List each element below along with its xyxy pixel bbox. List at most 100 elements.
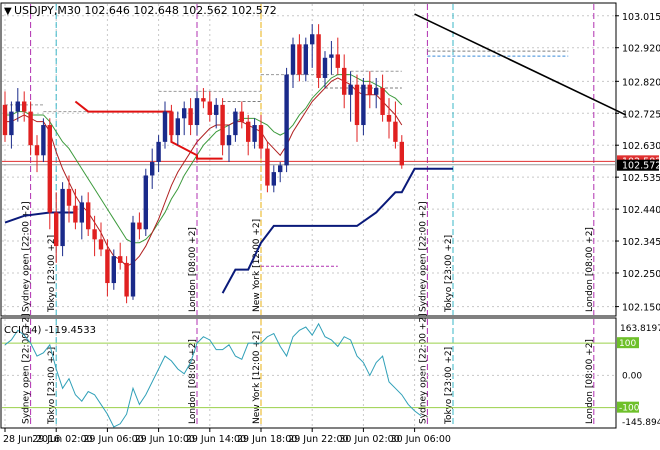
session-label-cci: New York [12:00 +2] (252, 331, 262, 424)
session-label-cci: Tokyo [23:00 +2] (47, 347, 57, 425)
price-axis: 103.015 102.920 102.820 102.725 102.630 102.5… (615, 12, 660, 314)
price-tick-label: 102.250 (622, 269, 660, 280)
candle-body (214, 104, 219, 115)
candle-body (60, 188, 65, 247)
candle-body (393, 121, 398, 142)
time-tick-label: 29 Jun 14:00 (186, 434, 246, 445)
time-tick-label: 29 Jun 06:00 (83, 434, 143, 445)
candle-body (207, 101, 212, 115)
cci-level-label: 0.00 (622, 371, 642, 381)
time-tick-label: 30 Jun 06:00 (391, 434, 451, 445)
candle-body (98, 239, 104, 250)
candle-body (335, 54, 340, 68)
price-tick-label: 102.725 (622, 109, 660, 120)
candle-body (246, 121, 251, 142)
candle-body (258, 125, 264, 149)
price-tick-label: 102.345 (622, 237, 660, 248)
candle-body (130, 222, 136, 297)
candle-body (399, 141, 404, 166)
price-tick-label: 103.015 (622, 12, 660, 23)
time-tick-label: 28 Jun 2016 (3, 434, 60, 445)
slow-ma-line (5, 74, 403, 244)
trendline[interactable] (414, 13, 627, 116)
session-label: Tokyo [23:00 +2] (444, 235, 454, 313)
candle-body (2, 104, 8, 136)
candles (2, 24, 404, 304)
candle-body (41, 125, 46, 156)
candle-body (28, 111, 33, 146)
candle-body (342, 67, 347, 95)
candle-body (124, 262, 129, 297)
candle-body (143, 175, 148, 230)
fast-ma-line (5, 77, 403, 267)
candle-body (92, 229, 97, 240)
session-label-cci: Tokyo [23:00 +2] (444, 347, 454, 425)
cci-level-label: -100 (619, 404, 640, 414)
candle-body (34, 145, 40, 156)
cci-title: CCI(14) -119.4533 (4, 325, 96, 336)
cci-axis-bottom: -145.8941 (622, 418, 660, 428)
candle-body (329, 54, 334, 58)
price-tick-label: 102.920 (622, 44, 660, 55)
session-label-cci: London [08:00 +2] (585, 339, 595, 424)
candle-body (54, 212, 59, 247)
candle-body (367, 84, 372, 95)
candle-body (348, 84, 353, 95)
candle-body (284, 74, 289, 166)
cci-level-badge (617, 337, 639, 349)
session-label: London [08:00 +2] (585, 227, 595, 312)
price-tick-label: 102.440 (622, 205, 660, 216)
candle-body (150, 162, 155, 176)
candle-body (303, 44, 308, 75)
candle-body (310, 34, 315, 45)
price-tick-label: 102.630 (622, 141, 660, 152)
time-tick-label: 29 Jun 10:00 (135, 434, 195, 445)
candle-body (111, 256, 116, 284)
candle-body (361, 84, 366, 126)
candle-body (278, 165, 283, 173)
candle-body (47, 125, 52, 213)
candle-body (156, 141, 161, 163)
candle-body (188, 108, 193, 126)
candle-body (297, 44, 302, 75)
session-label: Sydney open [22:00 +2] (418, 201, 428, 312)
moving-averages (5, 74, 403, 267)
candle-body (265, 148, 270, 186)
navy-stop-line (221, 167, 453, 294)
session-label: New York [12:00 +2] (252, 219, 262, 312)
candle-body (73, 205, 78, 223)
time-tick-label: 29 Jun 18:00 (237, 434, 297, 445)
chart-header: USDJPY,M30 102.646 102.648 102.562 102.5… (14, 4, 277, 17)
current-price-label: 102.572 (622, 161, 660, 172)
candle-body (105, 249, 110, 284)
candle-body (169, 111, 174, 136)
candle-body (194, 98, 200, 126)
session-lines: Sydney open [22:00 +2] Sydney open [22:00… (22, 4, 595, 427)
candle-body (271, 172, 276, 186)
candle-body (380, 88, 385, 115)
session-label: Tokyo [23:00 +2] (47, 235, 57, 313)
session-label-cci: Sydney open [22:00 +2] (22, 313, 32, 424)
session-label-cci: London [08:00 +2] (188, 339, 198, 424)
cci-indicator: 100 0.00 -100 163.8197 -145.8941 (2, 322, 660, 428)
time-tick-label: 30 Jun 02:00 (339, 434, 399, 445)
candle-body (66, 188, 72, 206)
candle-body (316, 34, 321, 78)
candle-body (118, 256, 123, 263)
symbol-arrow-icon[interactable]: ▼ (4, 6, 12, 17)
cci-line (4, 322, 422, 428)
candle-body (15, 101, 20, 112)
candle-body (374, 88, 379, 95)
cci-panel (0, 317, 617, 429)
price-panel (0, 2, 617, 317)
candle-body (354, 84, 360, 126)
candle-body (22, 101, 27, 112)
cci-level-badge (617, 401, 639, 413)
trendline-segment[interactable] (414, 13, 627, 116)
candle-body (386, 114, 392, 122)
price-tick-label: 102.820 (622, 77, 660, 88)
candle-body (201, 98, 206, 102)
time-tick-label: 29 Jun 22:00 (288, 434, 348, 445)
